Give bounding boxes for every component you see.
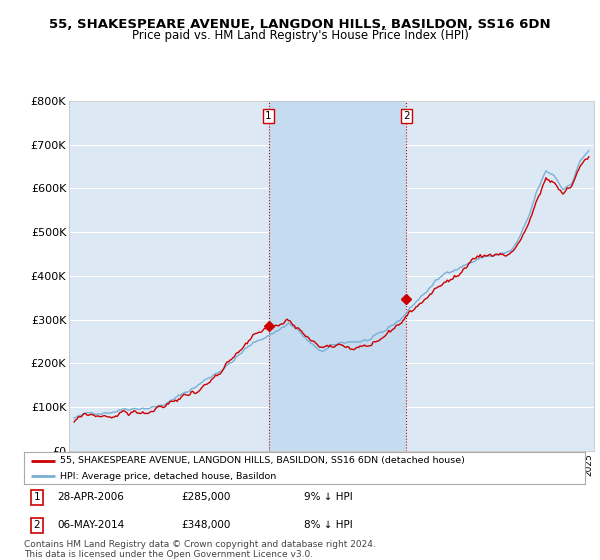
Text: 2: 2	[34, 520, 40, 530]
Text: 8% ↓ HPI: 8% ↓ HPI	[305, 520, 353, 530]
Text: 55, SHAKESPEARE AVENUE, LANGDON HILLS, BASILDON, SS16 6DN (detached house): 55, SHAKESPEARE AVENUE, LANGDON HILLS, B…	[61, 456, 466, 465]
Text: 06-MAY-2014: 06-MAY-2014	[58, 520, 125, 530]
Text: 55, SHAKESPEARE AVENUE, LANGDON HILLS, BASILDON, SS16 6DN: 55, SHAKESPEARE AVENUE, LANGDON HILLS, B…	[49, 18, 551, 31]
Text: £348,000: £348,000	[181, 520, 230, 530]
Text: Contains HM Land Registry data © Crown copyright and database right 2024.
This d: Contains HM Land Registry data © Crown c…	[24, 540, 376, 559]
Text: 9% ↓ HPI: 9% ↓ HPI	[305, 492, 353, 502]
Bar	[269, 101, 406, 451]
Text: 28-APR-2006: 28-APR-2006	[58, 492, 125, 502]
Text: 1: 1	[265, 111, 272, 122]
Text: £285,000: £285,000	[181, 492, 230, 502]
Text: HPI: Average price, detached house, Basildon: HPI: Average price, detached house, Basi…	[61, 472, 277, 481]
Text: Price paid vs. HM Land Registry's House Price Index (HPI): Price paid vs. HM Land Registry's House …	[131, 29, 469, 42]
Text: 1: 1	[34, 492, 40, 502]
Text: 2: 2	[403, 111, 410, 122]
